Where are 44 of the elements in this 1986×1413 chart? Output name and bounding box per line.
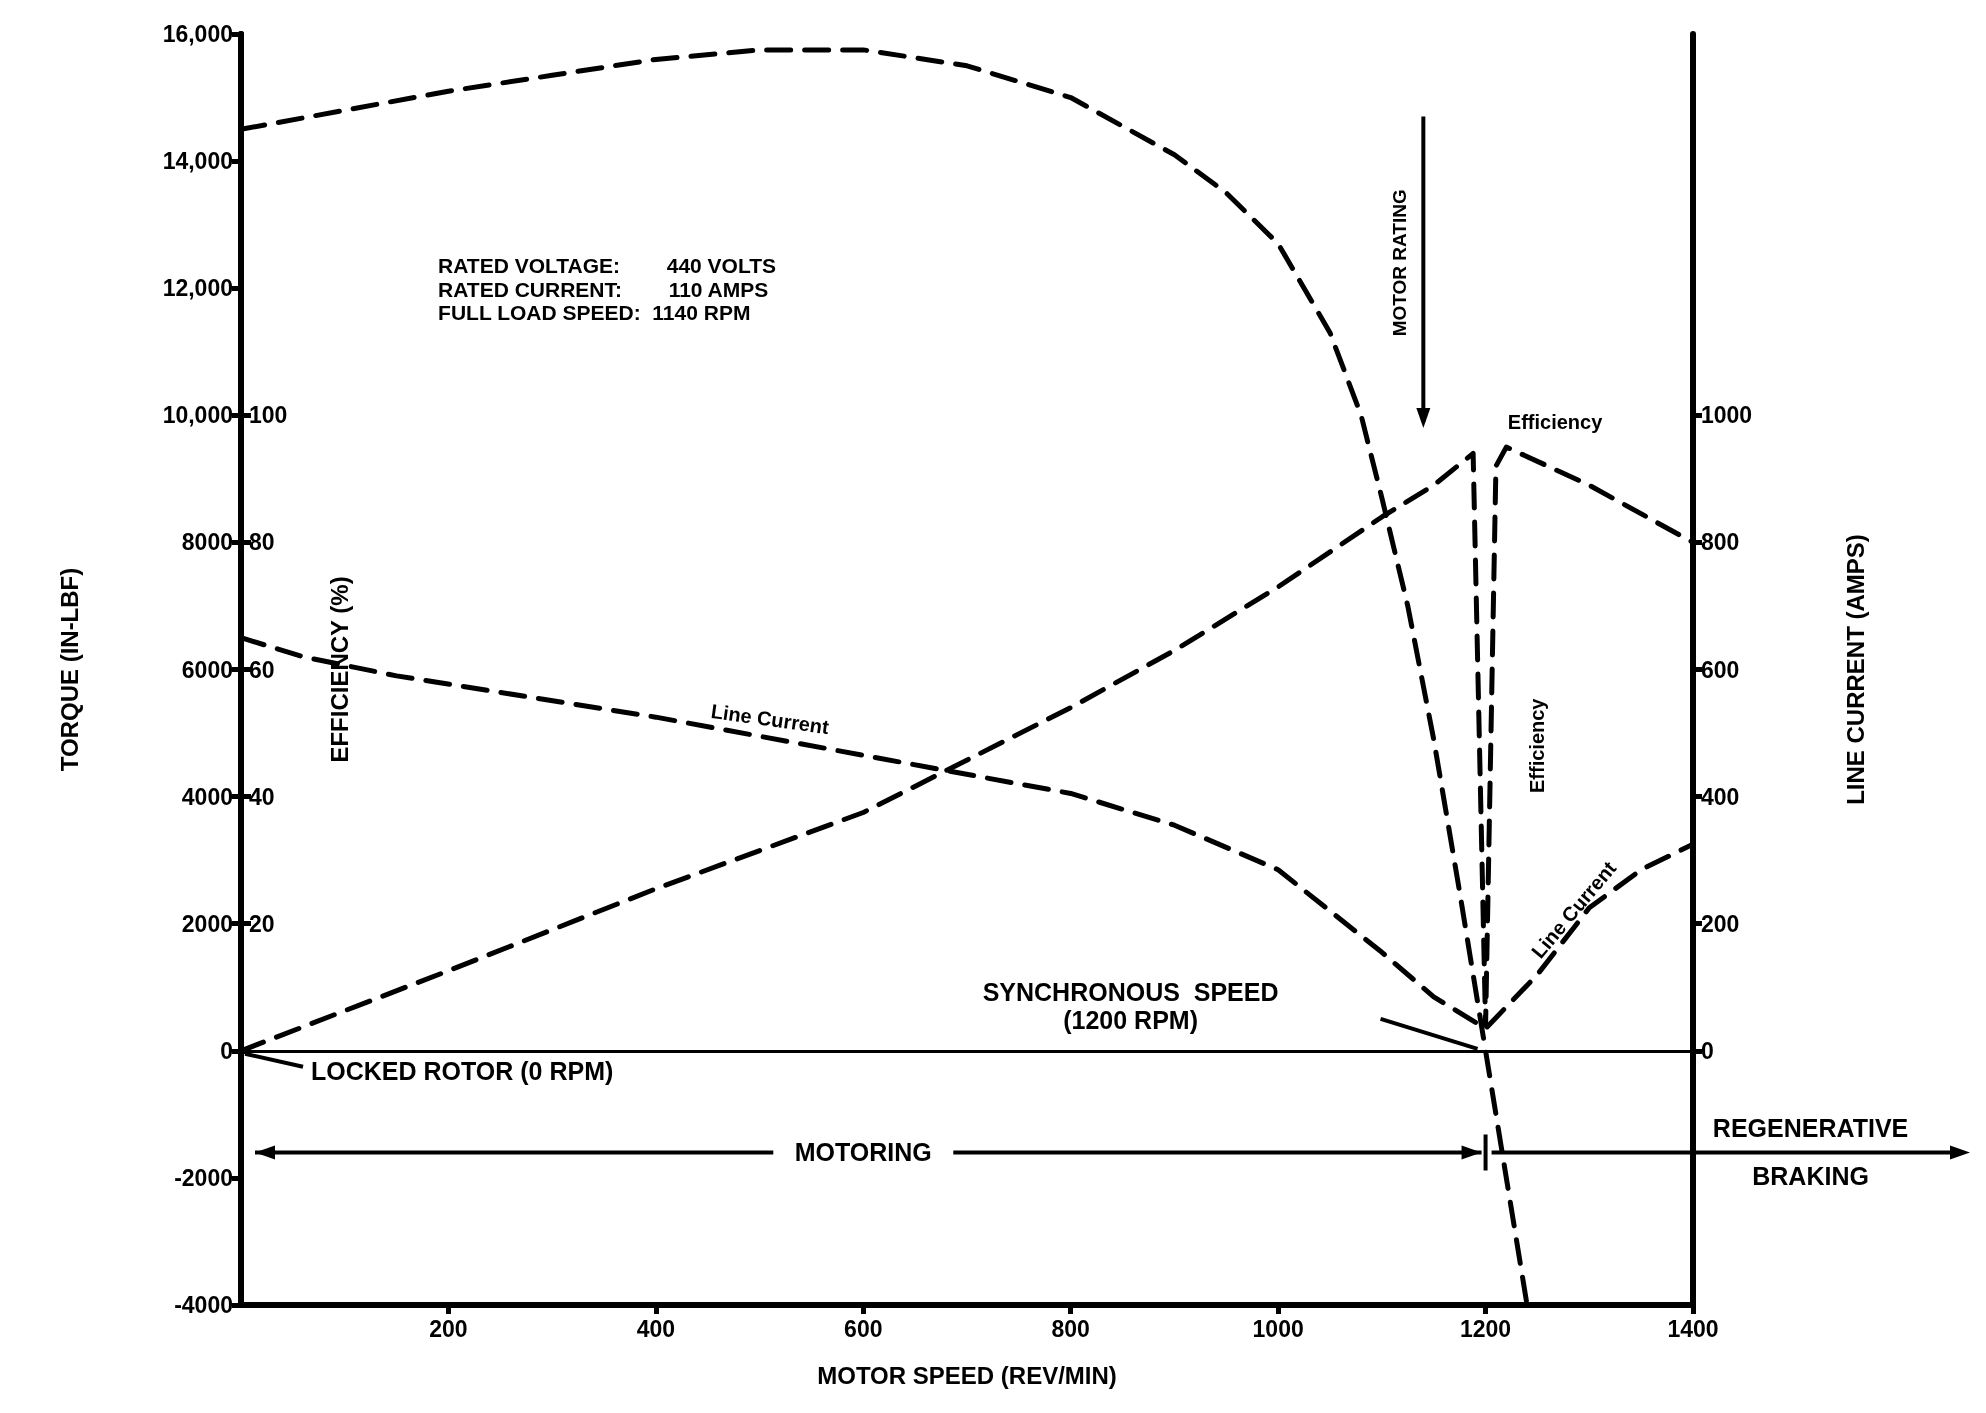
y3-tick-label: 1000	[1701, 402, 1753, 429]
y2-tick-label: 60	[249, 656, 275, 683]
y3-tick-label: 400	[1701, 783, 1740, 810]
y3-tick-label: 600	[1701, 656, 1740, 683]
y-tick-label: -4000	[174, 1292, 233, 1318]
y-tick-label: 6000	[181, 656, 233, 683]
text: Line Current	[709, 699, 831, 739]
y-tick-label: -2000	[174, 1164, 233, 1191]
y-tick-label: 10,000	[162, 402, 233, 429]
x-tick-label: 200	[429, 1315, 468, 1342]
y3-axis-title: LINE CURRENT (AMPS)	[1841, 534, 1869, 805]
annotation: LOCKED ROTOR (0 RPM)	[311, 1056, 614, 1085]
y2-tick-label: 40	[249, 783, 275, 810]
x-axis-title: MOTOR SPEED (REV/MIN)	[817, 1361, 1117, 1389]
x-tick-label: 600	[844, 1315, 883, 1342]
y-tick-label: 12,000	[162, 275, 233, 302]
x-tick-label: 1400	[1667, 1315, 1719, 1342]
annotation: MOTOR RATING	[1388, 189, 1410, 337]
y-axis-title: TORQUE (IN-LBF)	[55, 567, 83, 772]
x-tick-label: 1200	[1459, 1315, 1512, 1342]
y-tick-label: 16,000	[162, 21, 233, 47]
x-tick-label: 400	[636, 1315, 676, 1342]
annotation: FULL LOAD SPEED: 1140 RPM	[438, 301, 751, 325]
annotation: MOTORING	[794, 1138, 932, 1167]
text: Efficiency	[1526, 698, 1549, 793]
y3-tick-label: 200	[1701, 910, 1740, 937]
annotation: SYNCHRONOUS SPEED (1200 RPM)	[982, 977, 1279, 1034]
y2-tick-label: 80	[249, 529, 275, 556]
y2-tick-label: 20	[249, 910, 275, 937]
y3-tick-label: 800	[1701, 529, 1740, 556]
y2-axis-title: EFFICIENCY (%)	[325, 576, 353, 763]
x-tick-label: 800	[1051, 1315, 1090, 1342]
y-tick-label: 2000	[181, 910, 233, 937]
x-tick-label: 1000	[1252, 1315, 1304, 1342]
y-tick-label: 14,000	[162, 148, 233, 175]
y-tick-label: 0	[220, 1037, 233, 1064]
y3-tick-label: 0	[1701, 1037, 1714, 1064]
annotation: RATED CURRENT: 110 AMPS	[438, 277, 769, 301]
y-tick-label: 4000	[181, 783, 233, 810]
series-label: Efficiency	[1507, 410, 1604, 433]
y-tick-label: 8000	[181, 529, 233, 556]
annotation: RATED VOLTAGE: 440 VOLTS	[438, 254, 777, 278]
text: REGENERATIVE BRAKING	[1712, 1114, 1909, 1191]
y2-tick-label: 100	[249, 402, 288, 429]
